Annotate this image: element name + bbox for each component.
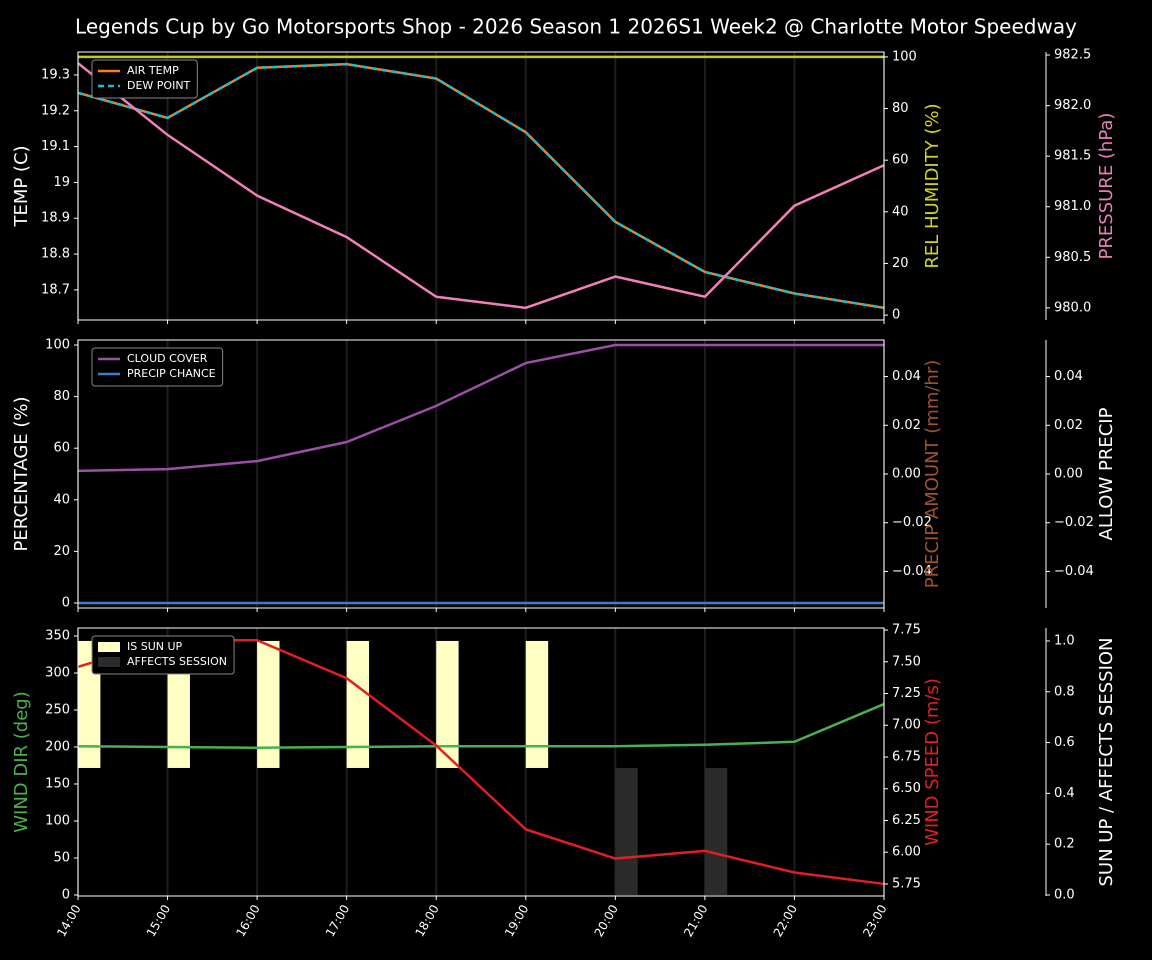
y-tick-label: 200 xyxy=(45,739,70,754)
y3-tick-label: 980.5 xyxy=(1054,250,1091,265)
y3-tick-label: 982.0 xyxy=(1054,98,1091,113)
y3-tick-label: 0.8 xyxy=(1054,684,1075,699)
plot-frame xyxy=(77,627,885,897)
y3-tick-label: 982.5 xyxy=(1054,48,1091,63)
y3-tick-label: 1.0 xyxy=(1054,633,1075,648)
y3-tick-label: 980.0 xyxy=(1054,300,1091,315)
y-axis-title: TEMP (C) xyxy=(11,145,32,227)
y2-tick-label: 0 xyxy=(892,308,900,323)
y-tick-label: 18.8 xyxy=(41,247,70,262)
y-tick-label: 19.3 xyxy=(41,67,70,82)
bar xyxy=(436,640,459,768)
y-tick-label: 40 xyxy=(53,492,70,507)
y2-tick-label: 6.00 xyxy=(892,845,921,860)
y-tick-label: 60 xyxy=(53,441,70,456)
y-tick-label: 350 xyxy=(45,628,70,643)
y-tick-label: 19 xyxy=(53,175,70,190)
y3-tick-label: 0.0 xyxy=(1054,887,1075,902)
line xyxy=(77,343,884,473)
y3-axis-title: ALLOW PRECIP xyxy=(1096,407,1117,540)
legend-label: CLOUD COVER xyxy=(127,352,208,365)
legend-label: DEW POINT xyxy=(127,79,191,92)
y-tick-label: 150 xyxy=(45,776,70,791)
y2-tick-label: 7.00 xyxy=(892,718,921,733)
y-tick-label: 0 xyxy=(62,887,70,902)
line xyxy=(77,702,885,749)
bar xyxy=(615,767,638,895)
y2-axis-title: PRECIP AMOUNT (mm/hr) xyxy=(922,360,943,589)
y2-tick-label: 40 xyxy=(892,204,909,219)
y-tick-label: 18.7 xyxy=(41,282,70,297)
y3-tick-label: 0.00 xyxy=(1054,467,1083,482)
y-tick-label: 100 xyxy=(45,813,70,828)
y3-tick-label: 0.2 xyxy=(1054,837,1075,852)
y2-tick-label: 7.25 xyxy=(892,686,921,701)
y2-tick-label: 100 xyxy=(892,49,917,64)
chart-title: Legends Cup by Go Motorsports Shop - 202… xyxy=(75,15,1077,39)
y-tick-label: 50 xyxy=(53,850,70,865)
y-tick-label: 250 xyxy=(45,702,70,717)
legend xyxy=(91,347,224,387)
y2-tick-label: 0.00 xyxy=(892,467,921,482)
y-tick-label: 19.1 xyxy=(41,139,70,154)
y2-tick-label: 7.50 xyxy=(892,654,921,669)
y2-axis-title: REL HUMIDITY (%) xyxy=(922,103,943,268)
y-tick-label: 300 xyxy=(45,665,70,680)
y-axis-title: WIND DIR (deg) xyxy=(11,691,32,833)
y3-axis-title: SUN UP / AFFECTS SESSION xyxy=(1096,637,1117,886)
line xyxy=(77,62,885,310)
y-tick-label: 100 xyxy=(45,338,70,353)
y2-tick-label: 80 xyxy=(892,101,909,116)
y-axis-title: PERCENTAGE (%) xyxy=(11,396,32,551)
y2-axis-title: WIND SPEED (m/s) xyxy=(922,678,943,846)
legend-label: IS SUN UP xyxy=(127,640,183,653)
y-tick-label: 0 xyxy=(62,595,70,610)
y3-tick-label: 0.02 xyxy=(1054,418,1083,433)
y2-tick-label: −0.04 xyxy=(892,564,932,579)
legend-label: AFFECTS SESSION xyxy=(127,655,227,668)
y3-tick-label: 0.04 xyxy=(1054,369,1083,384)
line xyxy=(77,62,885,310)
y-tick-label: 18.9 xyxy=(41,211,70,226)
y2-tick-label: 0.02 xyxy=(892,418,921,433)
legend xyxy=(91,635,235,675)
legend-label: AIR TEMP xyxy=(127,64,179,77)
y2-tick-label: 60 xyxy=(892,153,909,168)
bar xyxy=(704,767,728,895)
bar xyxy=(257,640,280,768)
y-tick-label: 20 xyxy=(53,544,70,559)
bar xyxy=(346,640,370,768)
y3-tick-label: 0.6 xyxy=(1054,735,1075,750)
y3-tick-label: −0.04 xyxy=(1054,564,1094,579)
y2-tick-label: −0.02 xyxy=(892,515,932,530)
plot-frame xyxy=(77,51,885,321)
y-tick-label: 80 xyxy=(53,389,70,404)
y2-tick-label: 6.25 xyxy=(892,813,921,828)
y2-tick-label: 5.75 xyxy=(892,876,921,891)
bar xyxy=(525,640,549,768)
y2-tick-label: 20 xyxy=(892,256,909,271)
y-tick-label: 19.2 xyxy=(41,103,70,118)
y3-tick-label: 981.5 xyxy=(1054,149,1091,164)
legend xyxy=(91,59,198,99)
y3-tick-label: −0.02 xyxy=(1054,515,1094,530)
y2-tick-label: 6.75 xyxy=(892,749,921,764)
legend-swatch xyxy=(98,642,120,652)
legend-swatch xyxy=(98,657,120,667)
legend-label: PRECIP CHANCE xyxy=(127,367,216,380)
y3-tick-label: 981.0 xyxy=(1054,199,1091,214)
y2-tick-label: 7.75 xyxy=(892,623,921,638)
y3-tick-label: 0.4 xyxy=(1054,786,1075,801)
y2-tick-label: 6.50 xyxy=(892,781,921,796)
y2-tick-label: 0.04 xyxy=(892,369,921,384)
y3-axis-title: PRESSURE (hPa) xyxy=(1096,113,1117,260)
